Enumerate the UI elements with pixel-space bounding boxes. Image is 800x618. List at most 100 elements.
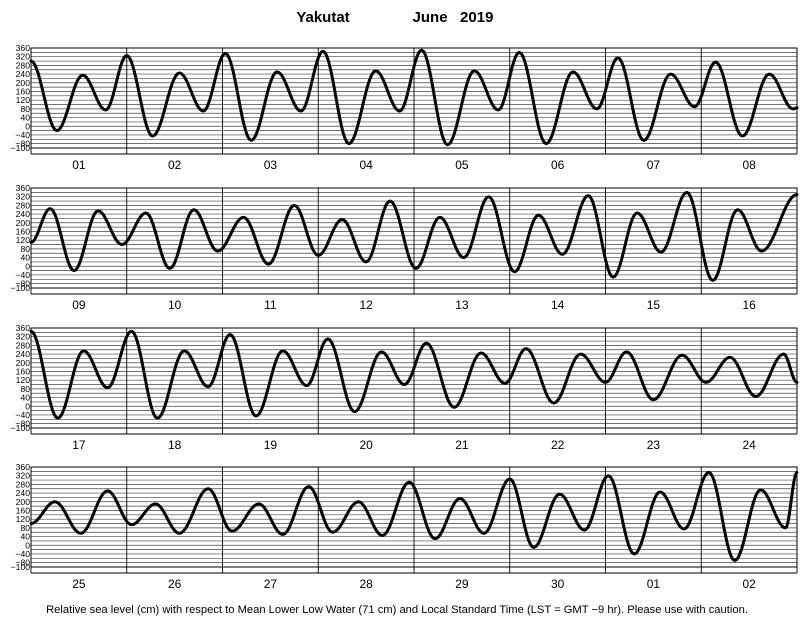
day-label: 01 [647, 577, 661, 591]
day-label: 25 [72, 577, 86, 591]
day-label: 08 [742, 158, 756, 172]
y-tick-label: 40 [20, 253, 30, 263]
y-tick-label: 360 [16, 43, 31, 53]
chart-footnote: Relative sea level (cm) with respect to … [46, 604, 748, 616]
y-tick-label: −100 [11, 423, 31, 433]
panel-frame [30, 47, 798, 149]
day-label: 17 [72, 438, 86, 452]
y-tick-label: 320 [16, 471, 31, 481]
day-label: 03 [264, 158, 278, 172]
y-tick-label: 80 [20, 523, 30, 533]
y-tick-label: 240 [16, 209, 31, 219]
panel-frame [30, 327, 798, 429]
y-tick-label: −100 [11, 143, 31, 153]
y-tick-label: 80 [20, 384, 30, 394]
y-tick-label: −100 [11, 562, 31, 572]
day-label: 28 [359, 577, 373, 591]
y-tick-label: 360 [16, 462, 31, 472]
chart-title-month: June 2019 [413, 9, 494, 26]
y-tick-label: 0 [25, 540, 30, 550]
y-tick-label: −40 [15, 410, 30, 420]
y-tick-label: 120 [16, 514, 31, 524]
day-label: 29 [455, 577, 469, 591]
day-label: 22 [551, 438, 565, 452]
day-label: 09 [72, 298, 86, 312]
y-tick-label: −40 [15, 130, 30, 140]
y-tick-label: 120 [16, 95, 31, 105]
day-label: 15 [647, 298, 661, 312]
y-tick-label: 120 [16, 235, 31, 245]
tide-curve [29, 329, 799, 420]
y-tick-label: −100 [11, 283, 31, 293]
y-tick-label: 280 [16, 340, 31, 350]
day-label: 02 [168, 158, 182, 172]
y-tick-label: 160 [16, 366, 31, 376]
day-label: 18 [168, 438, 182, 452]
y-tick-label: 200 [16, 218, 31, 228]
y-tick-label: 240 [16, 488, 31, 498]
y-tick-label: −80 [15, 419, 30, 429]
panel-frame [30, 466, 798, 568]
panel-frame [30, 187, 798, 289]
day-label: 06 [551, 158, 565, 172]
y-tick-label: 360 [16, 323, 31, 333]
y-tick-label: 360 [16, 183, 31, 193]
tide-curve [29, 470, 799, 562]
y-tick-label: −40 [15, 549, 30, 559]
y-tick-label: 280 [16, 479, 31, 489]
day-label: 01 [72, 158, 86, 172]
y-tick-label: 40 [20, 532, 30, 542]
day-label: 16 [742, 298, 756, 312]
y-tick-label: 240 [16, 349, 31, 359]
y-tick-label: 0 [25, 401, 30, 411]
day-label: 14 [551, 298, 565, 312]
y-tick-label: 200 [16, 497, 31, 507]
tide-curve [29, 190, 799, 282]
y-tick-label: −80 [15, 139, 30, 149]
y-tick-label: −80 [15, 558, 30, 568]
y-tick-label: 240 [16, 69, 31, 79]
day-label: 26 [168, 577, 182, 591]
y-tick-label: 280 [16, 200, 31, 210]
y-tick-label: 0 [25, 261, 30, 271]
day-label: 02 [742, 577, 756, 591]
day-label: 04 [359, 158, 373, 172]
y-tick-label: 200 [16, 78, 31, 88]
day-label: 23 [647, 438, 661, 452]
y-tick-label: 160 [16, 226, 31, 236]
y-tick-label: 200 [16, 358, 31, 368]
y-tick-label: 160 [16, 505, 31, 515]
day-label: 07 [647, 158, 661, 172]
day-label: 10 [168, 298, 182, 312]
y-tick-label: 320 [16, 192, 31, 202]
y-tick-label: −40 [15, 270, 30, 280]
y-tick-label: 0 [25, 121, 30, 131]
day-label: 12 [359, 298, 373, 312]
day-label: 30 [551, 577, 565, 591]
chart-title-station: Yakutat [296, 9, 349, 26]
day-label: 20 [359, 438, 373, 452]
y-tick-label: 320 [16, 332, 31, 342]
day-label: 11 [264, 298, 277, 312]
day-label: 21 [455, 438, 469, 452]
y-tick-label: 280 [16, 60, 31, 70]
y-tick-label: 80 [20, 244, 30, 254]
y-tick-label: 80 [20, 104, 30, 114]
y-tick-label: 120 [16, 375, 31, 385]
y-tick-label: 40 [20, 113, 30, 123]
day-label: 05 [455, 158, 469, 172]
tide-curve [29, 48, 799, 147]
y-tick-label: 320 [16, 52, 31, 62]
day-label: 19 [264, 438, 278, 452]
day-label: 24 [742, 438, 756, 452]
day-label: 13 [455, 298, 469, 312]
y-tick-label: −80 [15, 279, 30, 289]
y-tick-label: 160 [16, 86, 31, 96]
day-label: 27 [264, 577, 278, 591]
